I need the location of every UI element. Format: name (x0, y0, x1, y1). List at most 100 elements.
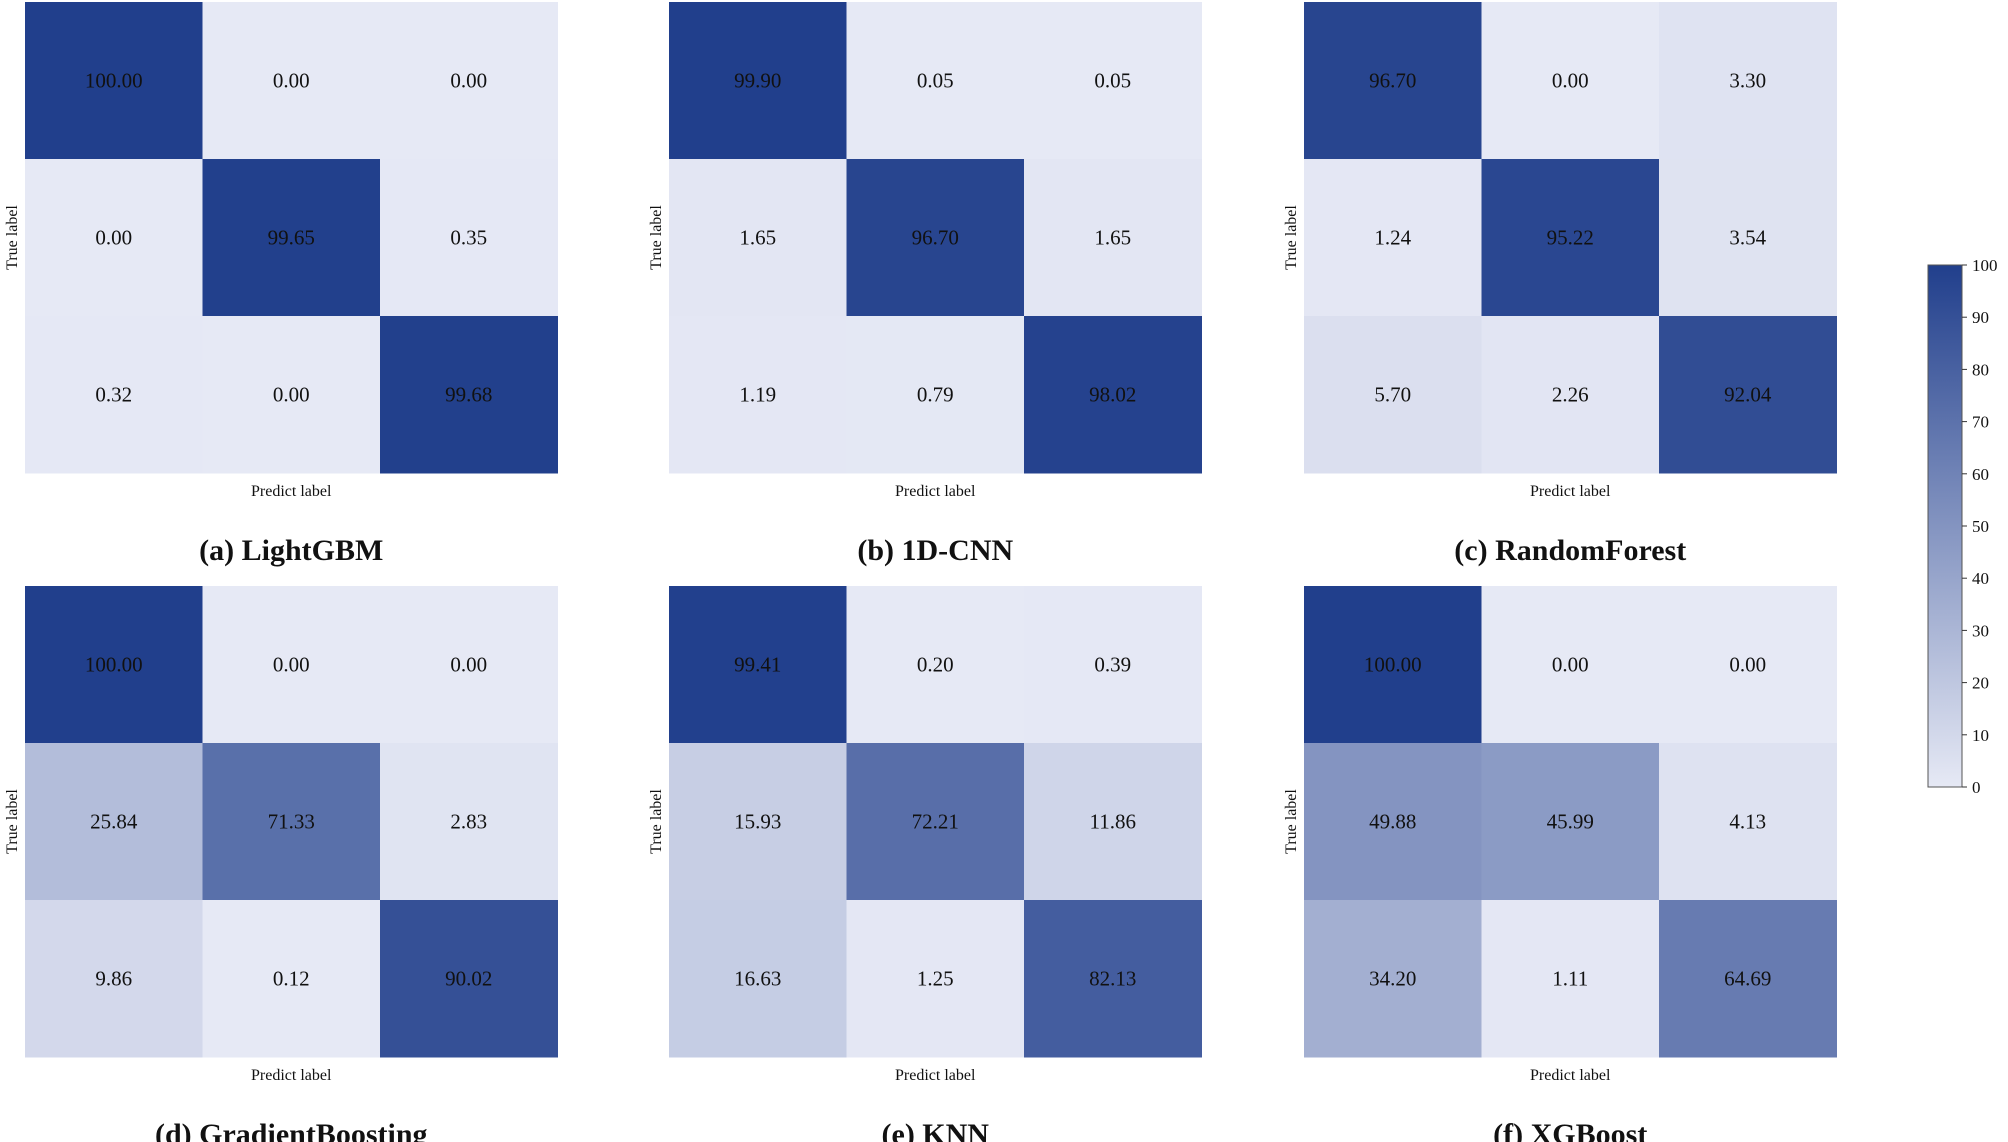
cell-b-1-2 (1024, 159, 1202, 317)
y-axis-label-f: True label (1283, 789, 1300, 854)
x-axis-label-b: Predict label (895, 483, 976, 500)
cell-label-f-2-2: 64.69 (1724, 967, 1771, 991)
cell-label-a-2-2: 99.68 (445, 383, 492, 407)
cell-label-c-2-1: 2.26 (1552, 383, 1589, 407)
x-axis-label-c: Predict label (1530, 483, 1611, 500)
cell-label-d-2-1: 0.12 (273, 967, 310, 991)
cell-label-a-0-0: 100.00 (85, 69, 143, 93)
cell-label-d-2-0: 9.86 (95, 967, 132, 991)
cell-label-c-1-2: 3.54 (1729, 226, 1766, 250)
cell-b-2-2 (1024, 316, 1202, 474)
cell-d-2-1 (202, 900, 381, 1058)
cell-label-d-0-2: 0.00 (450, 653, 487, 677)
cell-e-0-1 (846, 586, 1025, 744)
cell-d-1-1 (202, 743, 381, 901)
x-axis-label-f: Predict label (1530, 1067, 1611, 1084)
y-axis-label-b: True label (648, 205, 665, 270)
colorbar-tick-label-8: 80 (1972, 360, 1989, 379)
cell-label-d-2-2: 90.02 (445, 967, 492, 991)
cell-f-1-2 (1659, 743, 1837, 901)
cell-a-0-1 (202, 2, 381, 160)
cell-label-c-2-2: 92.04 (1724, 383, 1772, 407)
cell-label-c-0-0: 96.70 (1369, 69, 1416, 93)
colorbar-tick-label-0: 0 (1972, 778, 1981, 797)
cell-label-d-1-1: 71.33 (268, 810, 315, 834)
colorbar (1927, 264, 1963, 788)
cell-a-1-2 (380, 159, 558, 317)
cell-c-1-0 (1304, 159, 1482, 317)
caption-b: (b) 1D-CNN (857, 534, 1013, 567)
cell-a-0-0 (25, 2, 203, 160)
cell-c-0-1 (1481, 2, 1660, 160)
cell-label-e-0-1: 0.20 (917, 653, 954, 677)
cell-a-1-0 (25, 159, 203, 317)
cell-e-1-1 (846, 743, 1025, 901)
cell-b-1-1 (846, 159, 1025, 317)
cell-e-1-2 (1024, 743, 1202, 901)
cell-label-f-2-0: 34.20 (1369, 967, 1416, 991)
cell-b-0-0 (669, 2, 847, 160)
cell-label-a-2-0: 0.32 (95, 383, 132, 407)
colorbar-tick-label-1: 10 (1972, 726, 1989, 745)
cell-e-0-2 (1024, 586, 1202, 744)
cell-e-2-0 (669, 900, 847, 1058)
cell-f-0-2 (1659, 586, 1837, 744)
cell-label-c-1-0: 1.24 (1374, 226, 1411, 250)
cell-e-1-0 (669, 743, 847, 901)
cell-d-1-0 (25, 743, 203, 901)
cell-d-0-1 (202, 586, 381, 744)
cell-label-d-0-0: 100.00 (85, 653, 143, 677)
x-axis-label-a: Predict label (251, 483, 332, 500)
y-axis-label-c: True label (1283, 205, 1300, 270)
colorbar-tick-label-2: 20 (1972, 674, 1989, 693)
cell-d-0-2 (380, 586, 558, 744)
cell-e-2-1 (846, 900, 1025, 1058)
cell-label-e-0-0: 99.41 (734, 653, 781, 677)
caption-c: (c) RandomForest (1454, 534, 1686, 567)
cell-c-1-2 (1659, 159, 1837, 317)
cell-label-f-1-1: 45.99 (1547, 810, 1594, 834)
cell-label-c-0-1: 0.00 (1552, 69, 1589, 93)
cell-label-b-2-2: 98.02 (1089, 383, 1136, 407)
cell-label-b-2-1: 0.79 (917, 383, 954, 407)
cell-label-e-2-0: 16.63 (734, 967, 781, 991)
cell-label-f-0-2: 0.00 (1729, 653, 1766, 677)
colorbar-tick-label-7: 70 (1972, 413, 1989, 432)
cell-label-b-1-1: 96.70 (912, 226, 959, 250)
cell-c-2-1 (1481, 316, 1660, 474)
cell-label-a-1-2: 0.35 (450, 226, 487, 250)
cell-label-c-0-2: 3.30 (1729, 69, 1766, 93)
cell-label-b-2-0: 1.19 (739, 383, 776, 407)
cell-label-f-1-2: 4.13 (1729, 810, 1766, 834)
cell-c-2-2 (1659, 316, 1837, 474)
colorbar-tick-label-3: 30 (1972, 621, 1989, 640)
cell-label-d-0-1: 0.00 (273, 653, 310, 677)
cell-c-0-2 (1659, 2, 1837, 160)
cell-label-b-1-0: 1.65 (739, 226, 776, 250)
cell-d-2-0 (25, 900, 203, 1058)
cell-label-b-0-0: 99.90 (734, 69, 781, 93)
colorbar-tick-label-6: 60 (1972, 465, 1989, 484)
cell-label-b-0-2: 0.05 (1094, 69, 1131, 93)
cell-a-0-2 (380, 2, 558, 160)
y-axis-label-a: True label (4, 205, 21, 270)
cell-label-a-0-2: 0.00 (450, 69, 487, 93)
cell-label-f-2-1: 1.11 (1552, 967, 1588, 991)
cell-f-2-0 (1304, 900, 1482, 1058)
cell-a-1-1 (202, 159, 381, 317)
cell-label-e-1-2: 11.86 (1090, 810, 1136, 834)
caption-d: (d) GradientBoosting (155, 1118, 428, 1142)
cell-label-f-1-0: 49.88 (1369, 810, 1416, 834)
cell-label-d-1-0: 25.84 (90, 810, 138, 834)
cell-label-d-1-2: 2.83 (450, 810, 487, 834)
cell-a-2-1 (202, 316, 381, 474)
cell-label-e-1-1: 72.21 (912, 810, 959, 834)
cell-b-2-1 (846, 316, 1025, 474)
y-axis-label-e: True label (648, 789, 665, 854)
y-axis-label-d: True label (4, 789, 21, 854)
caption-f: (f) XGBoost (1493, 1118, 1647, 1142)
cell-e-2-2 (1024, 900, 1202, 1058)
cell-f-0-0 (1304, 586, 1482, 744)
cell-label-b-0-1: 0.05 (917, 69, 954, 93)
